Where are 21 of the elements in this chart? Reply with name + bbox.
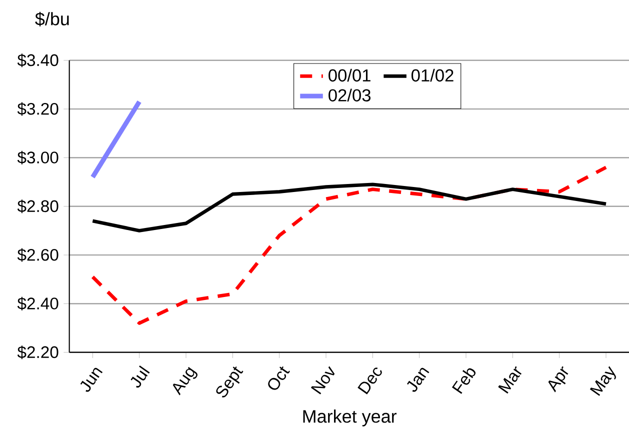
x-tick-label: Jul (130, 365, 150, 388)
x-tick-label: Dec (358, 368, 382, 394)
legend-label: 00/01 (328, 68, 370, 82)
y-tick-label: $3.20 (17, 102, 58, 116)
line-series (90, 182, 608, 232)
x-tick-label: Jan (407, 368, 430, 392)
x-tick-label: Mar (498, 366, 522, 394)
x-tick-label: Feb (452, 368, 476, 394)
y-tick-label: $2.20 (17, 346, 58, 360)
x-tick-label: Jun (80, 368, 103, 392)
legend-label: 02/03 (328, 88, 371, 102)
y-tick-label: $2.60 (17, 248, 58, 262)
x-tick-label: Apr (548, 366, 568, 392)
y-tick-label: $3.00 (17, 150, 58, 164)
y-tick-label: $3.40 (17, 54, 58, 68)
x-tick-label: Oct (268, 366, 290, 390)
y-axis-title: $/bu (35, 12, 69, 26)
y-tick-label: $2.40 (17, 296, 58, 310)
legend-label: 01/02 (412, 68, 454, 82)
y-tick-label: $2.80 (17, 200, 58, 214)
x-axis-title: Market year (303, 410, 397, 426)
